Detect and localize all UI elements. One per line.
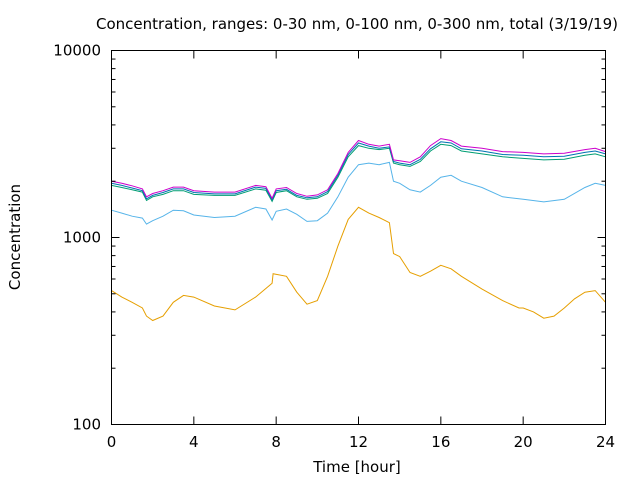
series-line-2 <box>111 161 606 225</box>
x-tick-label: 8 <box>271 433 281 451</box>
x-tick-label: 16 <box>431 433 450 451</box>
x-tick-label: 20 <box>514 433 533 451</box>
y-tick-label: 10000 <box>53 42 101 60</box>
y-axis-label: Concentration <box>6 184 24 290</box>
chart-title: Concentration, ranges: 0-30 nm, 0-100 nm… <box>96 15 618 33</box>
plot-frame <box>111 50 606 425</box>
y-tick-label: 1000 <box>63 229 101 247</box>
x-tick-label: 12 <box>349 433 368 451</box>
series-line-3 <box>111 143 606 203</box>
x-tick-label: 0 <box>107 433 117 451</box>
x-tick-label: 24 <box>596 433 615 451</box>
y-tick-label: 100 <box>72 416 101 434</box>
series-line-4 <box>111 141 606 201</box>
x-axis-label: Time [hour] <box>312 458 401 476</box>
x-tick-label: 4 <box>189 433 199 451</box>
series-layer <box>111 138 606 322</box>
series-line-1 <box>111 206 606 322</box>
ticks-layer: 0 4 8 12 16 20 24 100 1000 10000 <box>53 42 615 452</box>
series-line-5 <box>111 138 606 200</box>
